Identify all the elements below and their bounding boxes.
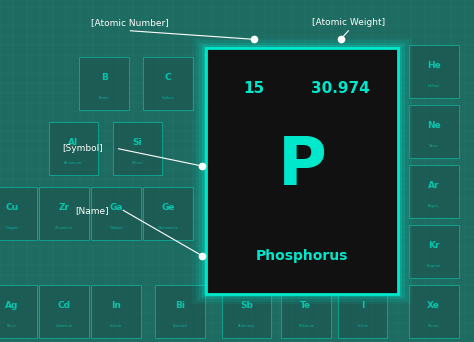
Text: Neon: Neon — [429, 144, 438, 148]
Text: Germanium: Germanium — [158, 226, 179, 230]
Text: Ag: Ag — [5, 301, 18, 310]
FancyBboxPatch shape — [48, 122, 99, 175]
FancyBboxPatch shape — [155, 285, 205, 338]
FancyBboxPatch shape — [0, 187, 36, 240]
Text: Te: Te — [300, 301, 311, 310]
Text: Silicon: Silicon — [132, 161, 143, 165]
Text: Bismuth: Bismuth — [173, 324, 188, 328]
FancyBboxPatch shape — [39, 285, 89, 338]
Text: Ge: Ge — [162, 203, 175, 212]
Text: Sb: Sb — [240, 301, 253, 310]
FancyBboxPatch shape — [409, 45, 459, 98]
Text: P: P — [278, 133, 327, 199]
Bar — [204, 47, 400, 295]
Text: Zirconium: Zirconium — [55, 226, 73, 230]
Text: Xe: Xe — [427, 301, 440, 310]
Text: Kr: Kr — [428, 241, 439, 250]
Text: Cd: Cd — [57, 301, 71, 310]
Text: Si: Si — [133, 138, 142, 147]
FancyBboxPatch shape — [409, 225, 459, 278]
Text: Copper: Copper — [5, 226, 18, 230]
Text: Xenon: Xenon — [428, 324, 439, 328]
Text: Carbon: Carbon — [162, 96, 175, 100]
Bar — [202, 45, 402, 297]
FancyBboxPatch shape — [80, 57, 129, 110]
Text: [Name]: [Name] — [76, 206, 109, 215]
Text: Cu: Cu — [5, 203, 18, 212]
Text: Indium: Indium — [110, 324, 122, 328]
Text: Antimony: Antimony — [238, 324, 255, 328]
FancyBboxPatch shape — [91, 285, 141, 338]
Bar — [196, 40, 409, 302]
FancyBboxPatch shape — [112, 122, 162, 175]
Text: He: He — [427, 61, 441, 70]
Text: Phosphorus: Phosphorus — [256, 249, 348, 263]
Text: [Symbol]: [Symbol] — [63, 144, 103, 153]
Text: Zr: Zr — [58, 203, 70, 212]
Text: Silver: Silver — [7, 324, 17, 328]
Text: Ar: Ar — [428, 181, 439, 190]
Text: Ga: Ga — [109, 203, 123, 212]
Text: Bi: Bi — [175, 301, 185, 310]
Text: Helium: Helium — [428, 84, 440, 88]
Text: 15: 15 — [244, 81, 265, 96]
FancyBboxPatch shape — [143, 57, 193, 110]
Text: Al: Al — [68, 138, 79, 147]
Text: Boron: Boron — [99, 96, 109, 100]
Bar — [199, 43, 405, 299]
Text: 30.974: 30.974 — [311, 81, 370, 96]
Text: Tellurium: Tellurium — [298, 324, 314, 328]
Bar — [192, 38, 412, 304]
Text: [Atomic Number]: [Atomic Number] — [91, 18, 169, 27]
Text: Gallium: Gallium — [109, 226, 123, 230]
Text: I: I — [361, 301, 365, 310]
FancyBboxPatch shape — [143, 187, 193, 240]
FancyBboxPatch shape — [281, 285, 331, 338]
FancyBboxPatch shape — [409, 105, 459, 158]
Text: B: B — [101, 73, 108, 82]
Text: [Atomic Weight]: [Atomic Weight] — [312, 18, 385, 27]
FancyBboxPatch shape — [0, 285, 36, 338]
FancyBboxPatch shape — [409, 285, 459, 338]
FancyBboxPatch shape — [91, 187, 141, 240]
Text: Krypton: Krypton — [427, 264, 441, 268]
FancyBboxPatch shape — [409, 165, 459, 218]
Text: Ne: Ne — [427, 121, 441, 130]
Text: In: In — [111, 301, 121, 310]
Text: Argon: Argon — [428, 204, 439, 208]
Text: Aluminum: Aluminum — [64, 161, 82, 165]
Bar — [206, 48, 398, 294]
FancyBboxPatch shape — [39, 187, 89, 240]
Text: Cadmium: Cadmium — [55, 324, 73, 328]
Text: C: C — [165, 73, 172, 82]
Text: Iodine: Iodine — [357, 324, 368, 328]
FancyBboxPatch shape — [337, 285, 387, 338]
FancyBboxPatch shape — [221, 285, 271, 338]
